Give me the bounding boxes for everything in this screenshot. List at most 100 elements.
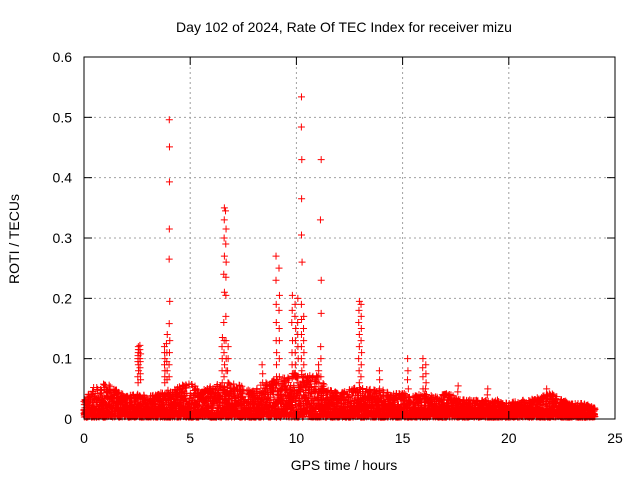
roti-point xyxy=(275,355,283,363)
roti-point xyxy=(222,291,230,299)
roti-point xyxy=(404,376,412,384)
roti-point xyxy=(454,388,462,396)
roti-point xyxy=(220,318,228,326)
roti-point xyxy=(300,325,308,332)
roti-point xyxy=(298,156,306,164)
roti-point xyxy=(275,306,283,314)
roti-point xyxy=(135,367,143,375)
roti-point xyxy=(272,252,280,260)
roti-point xyxy=(422,379,430,387)
roti-point xyxy=(355,306,363,314)
roti-point xyxy=(275,291,283,299)
roti-point xyxy=(119,390,127,398)
roti-point xyxy=(297,93,305,101)
roti-point xyxy=(222,207,230,215)
roti-point xyxy=(275,264,283,272)
roti-point xyxy=(218,343,226,351)
roti-point xyxy=(222,240,230,248)
roti-point xyxy=(357,361,365,369)
roti-point xyxy=(317,355,325,363)
roti-point xyxy=(300,337,308,345)
roti-point xyxy=(165,116,173,124)
roti-point xyxy=(357,312,365,320)
roti-point xyxy=(355,343,363,351)
roti-point xyxy=(297,231,305,239)
roti-point xyxy=(357,337,365,345)
roti-point xyxy=(220,234,228,242)
roti-point xyxy=(291,300,299,308)
roti-point xyxy=(288,306,296,314)
roti-point xyxy=(316,216,324,224)
roti-point xyxy=(357,300,365,308)
roti-point xyxy=(355,355,363,363)
roti-point xyxy=(419,355,427,363)
x-axis-label: GPS time / hours xyxy=(291,457,398,473)
roti-point xyxy=(165,225,173,233)
roti-point xyxy=(422,361,430,369)
roti-point xyxy=(317,276,325,284)
roti-point xyxy=(224,355,232,363)
roti-point xyxy=(275,337,283,345)
roti-point xyxy=(161,355,169,363)
roti-point xyxy=(273,349,281,357)
roti-point xyxy=(220,349,228,357)
roti-point xyxy=(136,364,144,372)
roti-point xyxy=(355,297,363,305)
roti-point xyxy=(376,376,384,384)
roti-point xyxy=(358,349,366,357)
roti-point xyxy=(298,367,306,375)
roti-point xyxy=(357,373,365,381)
roti-point xyxy=(165,255,173,263)
roti-point xyxy=(297,331,305,339)
roti-point xyxy=(218,334,226,342)
data-markers xyxy=(80,93,599,421)
roti-point xyxy=(291,361,299,369)
roti-point xyxy=(297,123,305,131)
roti-point xyxy=(224,367,232,375)
roti-point xyxy=(165,320,173,328)
roti-point xyxy=(291,349,299,357)
roti-point xyxy=(355,379,363,387)
roti-point xyxy=(317,343,325,351)
roti-point xyxy=(294,294,302,302)
roti-point xyxy=(155,394,163,402)
roti-point xyxy=(317,309,325,317)
roti-point xyxy=(300,349,308,357)
roti-point xyxy=(422,370,430,378)
roti-point xyxy=(404,355,412,363)
roti-point xyxy=(222,258,230,266)
roti-point xyxy=(355,367,363,375)
roti-point xyxy=(355,318,363,326)
roti-point xyxy=(166,337,174,345)
roti-point xyxy=(134,343,142,351)
roti-point xyxy=(298,195,306,203)
roti-point xyxy=(220,373,228,381)
roti-point xyxy=(136,341,144,349)
roti-point xyxy=(317,156,325,164)
roti-point xyxy=(220,204,228,212)
roti-point xyxy=(288,291,296,299)
roti-point xyxy=(419,373,427,381)
roti-point xyxy=(297,300,305,308)
y-axis-label: ROTI / TECUs xyxy=(6,194,22,284)
roti-point xyxy=(357,325,365,332)
roti-point xyxy=(224,343,232,351)
roti-point xyxy=(166,297,174,305)
roti-point xyxy=(220,216,228,224)
roti-point xyxy=(419,364,427,372)
grid-lines xyxy=(84,57,615,419)
roti-point xyxy=(294,318,302,326)
roti-point xyxy=(258,361,266,369)
roti-point xyxy=(106,383,114,391)
roti-point xyxy=(292,325,300,332)
roti-point xyxy=(355,331,363,339)
roti-point xyxy=(222,312,230,320)
roti-point xyxy=(300,361,308,369)
roti-point xyxy=(272,300,280,308)
roti-point xyxy=(220,252,228,260)
roti-point xyxy=(297,355,305,363)
roti-point xyxy=(275,325,283,332)
roti-point xyxy=(272,361,280,369)
roti-point xyxy=(259,370,267,378)
roti-point xyxy=(272,276,280,284)
